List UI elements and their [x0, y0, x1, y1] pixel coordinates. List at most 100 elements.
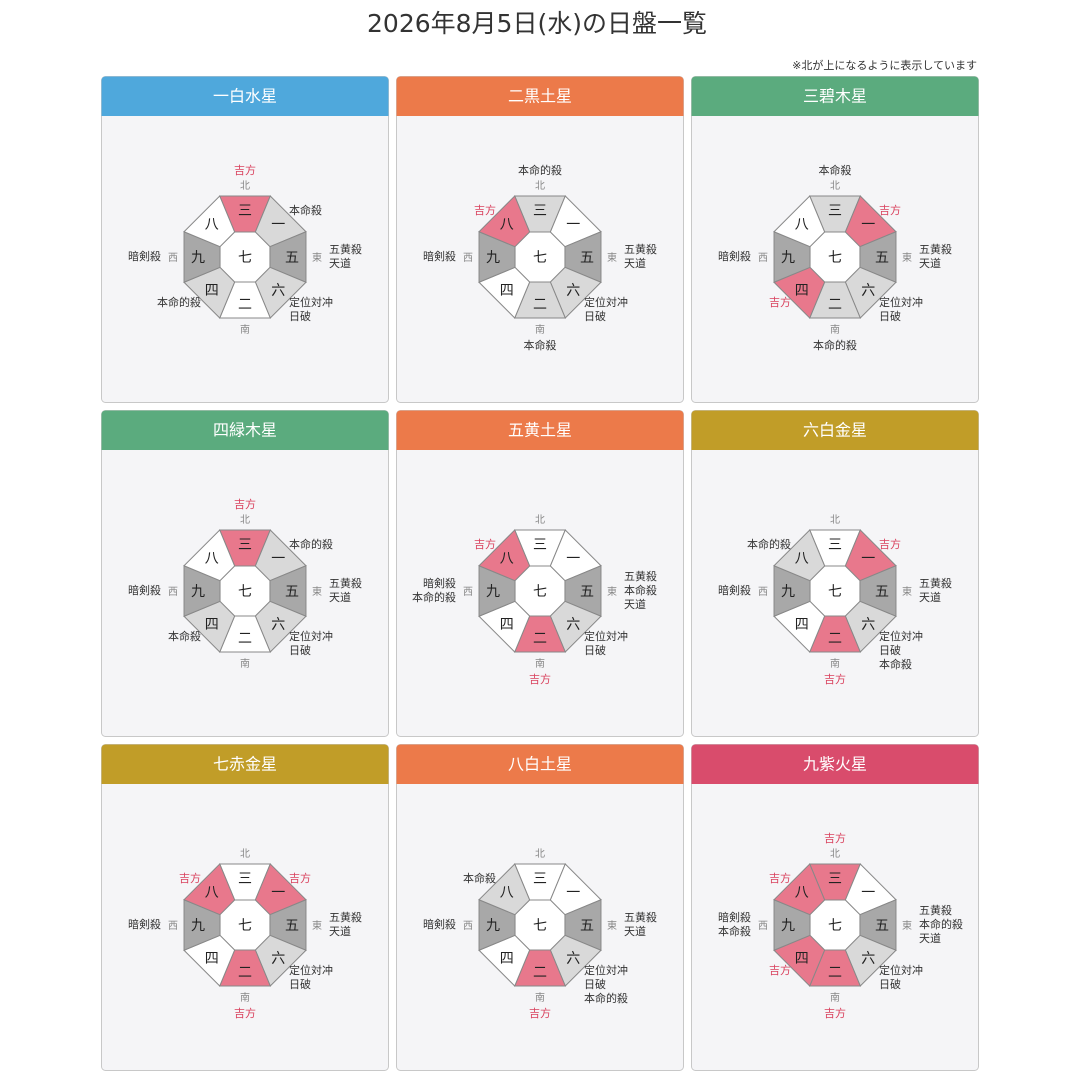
compass-west: 西 — [463, 921, 473, 932]
compass-north: 北 — [240, 848, 250, 860]
sector-number: 五 — [875, 250, 889, 266]
direction-label: 天道 — [624, 924, 646, 938]
compass-east: 東 — [607, 919, 617, 932]
direction-label: 日破 — [879, 309, 901, 323]
sector-number: 一 — [271, 551, 285, 567]
sector-number: 五 — [875, 584, 889, 600]
sector-number: 三 — [238, 203, 252, 219]
sector-number: 九 — [781, 250, 795, 266]
direction-label: 本命殺 — [879, 657, 912, 671]
compass-west: 西 — [168, 253, 178, 264]
direction-label: 暗剣殺 — [718, 910, 751, 924]
panel-title: 五黄土星 — [508, 421, 572, 440]
direction-label: 吉方 — [529, 1006, 551, 1020]
sector-number: 六 — [271, 283, 285, 299]
sector-number: 二 — [238, 965, 252, 981]
sector-number: 三 — [238, 871, 252, 887]
center-number: 七 — [533, 250, 547, 266]
sector-number: 八 — [500, 217, 514, 233]
center-number: 七 — [238, 918, 252, 934]
compass-east: 東 — [607, 585, 617, 598]
compass-east: 東 — [607, 251, 617, 264]
sector-number: 六 — [566, 617, 580, 633]
direction-label: 五黄殺 — [919, 903, 952, 917]
sector-number: 八 — [500, 551, 514, 567]
direction-label: 本命的殺 — [813, 338, 857, 352]
panel-title: 二黒土星 — [508, 87, 572, 106]
direction-label: 吉方 — [179, 871, 201, 885]
direction-label: 本命的殺 — [584, 991, 628, 1005]
center-number: 七 — [828, 250, 842, 266]
direction-label: 本命殺 — [289, 203, 322, 217]
sector-number: 一 — [861, 885, 875, 901]
sector-number: 四 — [795, 283, 809, 299]
direction-label: 暗剣殺 — [718, 583, 751, 597]
compass-south: 南 — [240, 657, 250, 670]
sector-number: 二 — [238, 297, 252, 313]
center-cell — [514, 565, 566, 617]
center-cell — [809, 231, 861, 283]
center-number: 七 — [828, 918, 842, 934]
sector-number: 四 — [795, 951, 809, 967]
direction-label: 吉方 — [769, 295, 791, 309]
direction-label: 天道 — [329, 256, 351, 270]
direction-label: 吉方 — [234, 1006, 256, 1020]
sector-number: 二 — [828, 297, 842, 313]
center-cell — [219, 899, 271, 951]
sector-number: 八 — [205, 885, 219, 901]
panel-header — [101, 744, 389, 784]
direction-label: 暗剣殺 — [423, 917, 456, 931]
sector-number: 四 — [205, 617, 219, 633]
sector-number: 五 — [285, 918, 299, 934]
sector-number: 六 — [861, 951, 875, 967]
center-number: 七 — [238, 584, 252, 600]
sector-number: 八 — [500, 885, 514, 901]
panel-header — [691, 744, 979, 784]
sector-number: 八 — [795, 885, 809, 901]
direction-label: 本命的殺 — [518, 163, 562, 177]
sector-number: 九 — [486, 250, 500, 266]
direction-label: 吉方 — [529, 672, 551, 686]
direction-label: 本命殺 — [718, 924, 751, 938]
center-number: 七 — [533, 918, 547, 934]
panel-header — [396, 76, 684, 116]
panel-title: 四緑木星 — [213, 421, 277, 440]
direction-label: 本命殺 — [168, 629, 201, 643]
compass-east: 東 — [902, 251, 912, 264]
direction-label: 吉方 — [824, 1006, 846, 1020]
sector-number: 五 — [285, 250, 299, 266]
direction-label: 定位対冲 — [879, 629, 923, 643]
direction-label: 天道 — [624, 597, 646, 611]
sector-number: 三 — [828, 537, 842, 553]
direction-label: 本命殺 — [463, 871, 496, 885]
panel-title: 七赤金星 — [213, 755, 277, 774]
direction-label: 日破 — [879, 977, 901, 991]
direction-label: 定位対冲 — [879, 295, 923, 309]
sector-number: 三 — [238, 537, 252, 553]
center-cell — [514, 231, 566, 283]
sector-number: 九 — [781, 584, 795, 600]
sector-number: 二 — [533, 631, 547, 647]
direction-label: 五黄殺 — [329, 910, 362, 924]
sector-number: 二 — [828, 965, 842, 981]
direction-label: 本命的殺 — [412, 590, 456, 604]
sector-number: 四 — [500, 283, 514, 299]
direction-label: 本命的殺 — [919, 917, 963, 931]
compass-east: 東 — [312, 585, 322, 598]
compass-north: 北 — [240, 180, 250, 192]
direction-label: 天道 — [329, 924, 351, 938]
center-number: 七 — [828, 584, 842, 600]
direction-label: 日破 — [879, 643, 901, 657]
sector-number: 八 — [205, 551, 219, 567]
direction-label: 本命的殺 — [157, 295, 201, 309]
orientation-note: ※北が上になるように表示しています — [792, 58, 977, 72]
sector-number: 四 — [205, 951, 219, 967]
direction-label: 吉方 — [769, 963, 791, 977]
direction-label: 暗剣殺 — [128, 249, 161, 263]
sector-number: 五 — [580, 584, 594, 600]
sector-number: 四 — [500, 951, 514, 967]
compass-south: 南 — [535, 991, 545, 1004]
sector-number: 三 — [533, 537, 547, 553]
direction-label: 天道 — [919, 256, 941, 270]
